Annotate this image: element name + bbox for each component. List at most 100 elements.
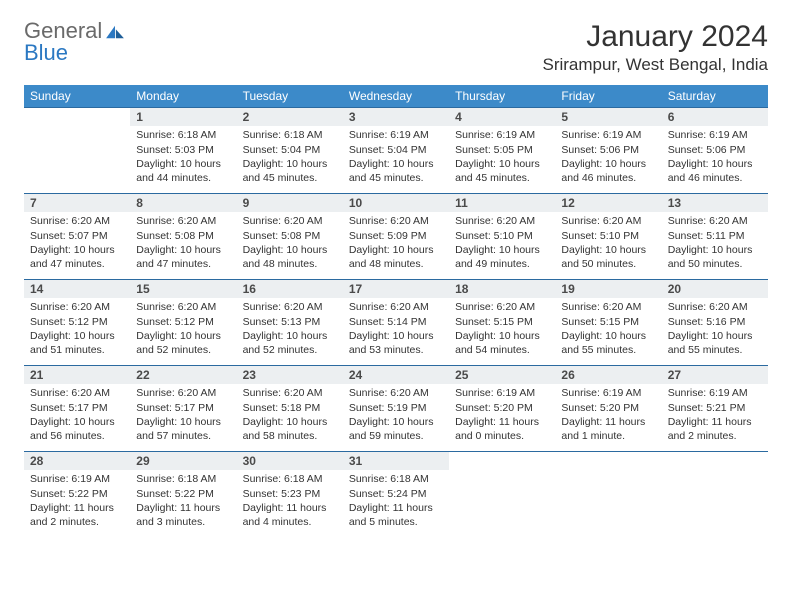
daylight-text: Daylight: 10 hours and 48 minutes. [243, 243, 337, 271]
day-number: 11 [449, 194, 555, 212]
day-number: 14 [24, 280, 130, 298]
day-body: Sunrise: 6:19 AMSunset: 5:04 PMDaylight:… [343, 126, 449, 191]
calendar-cell: 3Sunrise: 6:19 AMSunset: 5:04 PMDaylight… [343, 108, 449, 194]
sunset-text: Sunset: 5:09 PM [349, 229, 443, 243]
daylight-text: Daylight: 11 hours and 4 minutes. [243, 501, 337, 529]
daylight-text: Daylight: 10 hours and 55 minutes. [668, 329, 762, 357]
sunset-text: Sunset: 5:12 PM [136, 315, 230, 329]
sunrise-text: Sunrise: 6:20 AM [243, 300, 337, 314]
day-body: Sunrise: 6:20 AMSunset: 5:08 PMDaylight:… [237, 212, 343, 277]
calendar-cell: 21Sunrise: 6:20 AMSunset: 5:17 PMDayligh… [24, 366, 130, 452]
daylight-text: Daylight: 10 hours and 53 minutes. [349, 329, 443, 357]
calendar-cell: 5Sunrise: 6:19 AMSunset: 5:06 PMDaylight… [555, 108, 661, 194]
sunset-text: Sunset: 5:19 PM [349, 401, 443, 415]
sunset-text: Sunset: 5:08 PM [243, 229, 337, 243]
sunset-text: Sunset: 5:08 PM [136, 229, 230, 243]
day-body: Sunrise: 6:20 AMSunset: 5:10 PMDaylight:… [555, 212, 661, 277]
sunrise-text: Sunrise: 6:19 AM [561, 386, 655, 400]
day-body: Sunrise: 6:19 AMSunset: 5:20 PMDaylight:… [555, 384, 661, 449]
day-number: 15 [130, 280, 236, 298]
header: General Blue January 2024 Srirampur, Wes… [24, 20, 768, 75]
day-number: 4 [449, 108, 555, 126]
sunset-text: Sunset: 5:20 PM [455, 401, 549, 415]
daylight-text: Daylight: 11 hours and 2 minutes. [30, 501, 124, 529]
daylight-text: Daylight: 10 hours and 45 minutes. [243, 157, 337, 185]
sunset-text: Sunset: 5:06 PM [668, 143, 762, 157]
sunrise-text: Sunrise: 6:20 AM [455, 214, 549, 228]
day-body: Sunrise: 6:19 AMSunset: 5:05 PMDaylight:… [449, 126, 555, 191]
day-number: 16 [237, 280, 343, 298]
weekday-header: Saturday [662, 85, 768, 108]
daylight-text: Daylight: 10 hours and 47 minutes. [136, 243, 230, 271]
sunrise-text: Sunrise: 6:20 AM [243, 214, 337, 228]
sunset-text: Sunset: 5:17 PM [30, 401, 124, 415]
sunrise-text: Sunrise: 6:20 AM [30, 386, 124, 400]
calendar-cell: 19Sunrise: 6:20 AMSunset: 5:15 PMDayligh… [555, 280, 661, 366]
calendar-cell: 30Sunrise: 6:18 AMSunset: 5:23 PMDayligh… [237, 452, 343, 538]
calendar-cell: 14Sunrise: 6:20 AMSunset: 5:12 PMDayligh… [24, 280, 130, 366]
daylight-text: Daylight: 10 hours and 45 minutes. [349, 157, 443, 185]
calendar-cell: 12Sunrise: 6:20 AMSunset: 5:10 PMDayligh… [555, 194, 661, 280]
sunset-text: Sunset: 5:12 PM [30, 315, 124, 329]
daylight-text: Daylight: 10 hours and 46 minutes. [668, 157, 762, 185]
day-number: 13 [662, 194, 768, 212]
daylight-text: Daylight: 10 hours and 59 minutes. [349, 415, 443, 443]
sunset-text: Sunset: 5:15 PM [455, 315, 549, 329]
empty-cell [555, 452, 661, 470]
daylight-text: Daylight: 11 hours and 5 minutes. [349, 501, 443, 529]
calendar-cell: 28Sunrise: 6:19 AMSunset: 5:22 PMDayligh… [24, 452, 130, 538]
day-number: 5 [555, 108, 661, 126]
sunrise-text: Sunrise: 6:20 AM [349, 300, 443, 314]
day-number: 22 [130, 366, 236, 384]
daylight-text: Daylight: 10 hours and 48 minutes. [349, 243, 443, 271]
calendar-cell: 4Sunrise: 6:19 AMSunset: 5:05 PMDaylight… [449, 108, 555, 194]
day-body: Sunrise: 6:18 AMSunset: 5:23 PMDaylight:… [237, 470, 343, 535]
calendar-cell: 11Sunrise: 6:20 AMSunset: 5:10 PMDayligh… [449, 194, 555, 280]
weekday-header: Thursday [449, 85, 555, 108]
sunset-text: Sunset: 5:05 PM [455, 143, 549, 157]
daylight-text: Daylight: 10 hours and 47 minutes. [30, 243, 124, 271]
sunrise-text: Sunrise: 6:20 AM [136, 214, 230, 228]
calendar-week-row: 21Sunrise: 6:20 AMSunset: 5:17 PMDayligh… [24, 366, 768, 452]
daylight-text: Daylight: 11 hours and 2 minutes. [668, 415, 762, 443]
day-number: 21 [24, 366, 130, 384]
daylight-text: Daylight: 10 hours and 51 minutes. [30, 329, 124, 357]
calendar-cell: 27Sunrise: 6:19 AMSunset: 5:21 PMDayligh… [662, 366, 768, 452]
daylight-text: Daylight: 10 hours and 58 minutes. [243, 415, 337, 443]
sunrise-text: Sunrise: 6:19 AM [349, 128, 443, 142]
day-body: Sunrise: 6:18 AMSunset: 5:22 PMDaylight:… [130, 470, 236, 535]
sunrise-text: Sunrise: 6:20 AM [561, 300, 655, 314]
day-body: Sunrise: 6:20 AMSunset: 5:16 PMDaylight:… [662, 298, 768, 363]
calendar-cell: 6Sunrise: 6:19 AMSunset: 5:06 PMDaylight… [662, 108, 768, 194]
sunset-text: Sunset: 5:22 PM [136, 487, 230, 501]
calendar-cell: 2Sunrise: 6:18 AMSunset: 5:04 PMDaylight… [237, 108, 343, 194]
sunrise-text: Sunrise: 6:18 AM [349, 472, 443, 486]
day-number: 2 [237, 108, 343, 126]
day-body: Sunrise: 6:20 AMSunset: 5:11 PMDaylight:… [662, 212, 768, 277]
day-body: Sunrise: 6:20 AMSunset: 5:13 PMDaylight:… [237, 298, 343, 363]
day-number: 27 [662, 366, 768, 384]
sunrise-text: Sunrise: 6:18 AM [243, 128, 337, 142]
sunset-text: Sunset: 5:18 PM [243, 401, 337, 415]
calendar-table: Sunday Monday Tuesday Wednesday Thursday… [24, 85, 768, 538]
day-body: Sunrise: 6:20 AMSunset: 5:12 PMDaylight:… [130, 298, 236, 363]
day-number: 8 [130, 194, 236, 212]
day-body: Sunrise: 6:20 AMSunset: 5:19 PMDaylight:… [343, 384, 449, 449]
sunrise-text: Sunrise: 6:19 AM [455, 386, 549, 400]
sunset-text: Sunset: 5:20 PM [561, 401, 655, 415]
day-number: 19 [555, 280, 661, 298]
daylight-text: Daylight: 10 hours and 50 minutes. [561, 243, 655, 271]
sunrise-text: Sunrise: 6:20 AM [349, 214, 443, 228]
calendar-cell [449, 452, 555, 538]
calendar-cell: 16Sunrise: 6:20 AMSunset: 5:13 PMDayligh… [237, 280, 343, 366]
day-body: Sunrise: 6:19 AMSunset: 5:06 PMDaylight:… [662, 126, 768, 191]
sunrise-text: Sunrise: 6:20 AM [668, 300, 762, 314]
sunset-text: Sunset: 5:17 PM [136, 401, 230, 415]
calendar-cell: 29Sunrise: 6:18 AMSunset: 5:22 PMDayligh… [130, 452, 236, 538]
sunrise-text: Sunrise: 6:18 AM [136, 128, 230, 142]
sunrise-text: Sunrise: 6:18 AM [243, 472, 337, 486]
daylight-text: Daylight: 10 hours and 45 minutes. [455, 157, 549, 185]
daylight-text: Daylight: 10 hours and 46 minutes. [561, 157, 655, 185]
day-body: Sunrise: 6:19 AMSunset: 5:20 PMDaylight:… [449, 384, 555, 449]
day-body: Sunrise: 6:20 AMSunset: 5:09 PMDaylight:… [343, 212, 449, 277]
